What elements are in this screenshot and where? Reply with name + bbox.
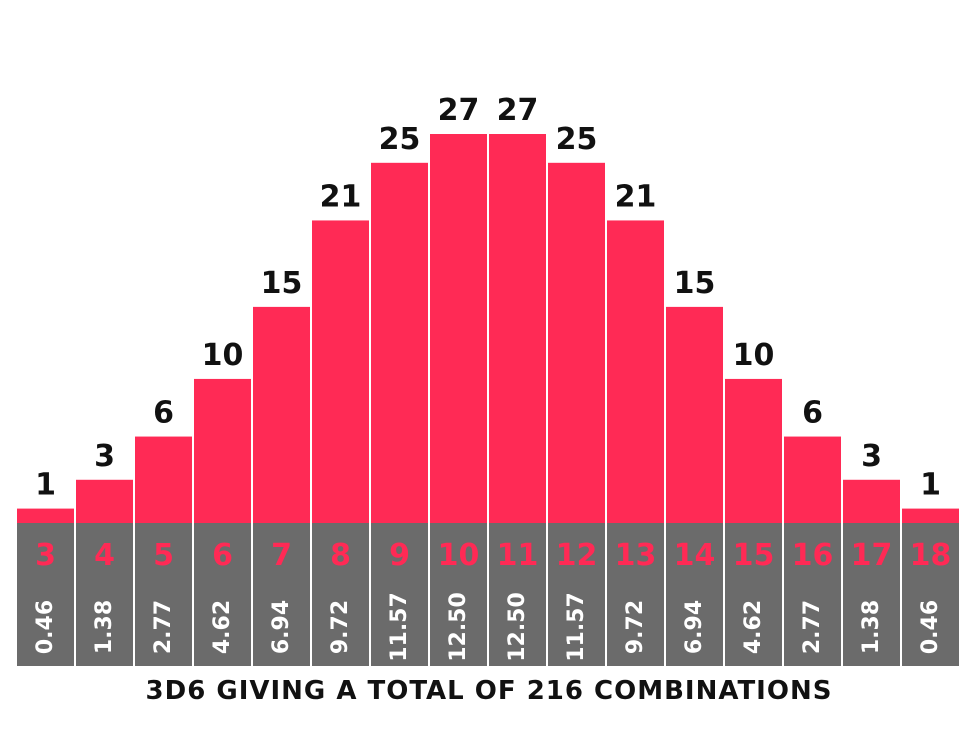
percentage-label: 12.50 (505, 592, 530, 662)
percentage-label: 6.94 (269, 600, 294, 654)
table-cell-14 (666, 523, 723, 666)
table-cell-7 (253, 523, 310, 666)
count-label: 1 (35, 468, 56, 503)
total-label: 17 (851, 538, 893, 573)
bar-6 (194, 378, 251, 523)
bar-4 (76, 479, 133, 523)
percentage-label: 9.72 (328, 600, 353, 654)
count-label: 27 (497, 93, 539, 128)
table-cell-4 (76, 523, 133, 666)
table-cell-13 (607, 523, 664, 666)
table-cell-10 (430, 523, 487, 666)
chart-area: 1 3 0.46 3 4 1.38 6 5 2.77 10 6 4.62 15 7 6.94 21 8 9.72 2… (17, 93, 959, 666)
percentage-label: 0.46 (918, 600, 943, 654)
bar-15 (725, 378, 782, 523)
bar-5 (135, 436, 192, 523)
percentage-label: 1.38 (859, 600, 884, 654)
labels-layer: 130.46341.38652.771064.621576.942189.722… (33, 93, 951, 662)
bar-7 (253, 306, 310, 523)
total-label: 7 (271, 538, 292, 573)
total-label: 3 (35, 538, 56, 573)
percentage-label: 12.50 (446, 592, 471, 662)
total-label: 18 (910, 538, 952, 573)
total-label: 12 (556, 538, 598, 573)
total-label: 4 (94, 538, 115, 573)
table-cell-3 (17, 523, 74, 666)
count-label: 6 (153, 396, 174, 431)
count-label: 3 (861, 439, 882, 474)
count-label: 3 (94, 439, 115, 474)
bar-13 (607, 220, 664, 523)
percentage-label: 9.72 (623, 600, 648, 654)
total-label: 13 (615, 538, 657, 573)
count-label: 25 (556, 122, 598, 157)
bar-11 (489, 134, 546, 523)
total-label: 16 (792, 538, 834, 573)
total-label: 11 (497, 538, 539, 573)
table-cell-5 (135, 523, 192, 666)
table-cell-17 (843, 523, 900, 666)
count-label: 21 (615, 179, 657, 214)
table-cell-8 (312, 523, 369, 666)
count-label: 21 (320, 179, 362, 214)
bar-17 (843, 479, 900, 523)
bar-14 (666, 306, 723, 523)
count-label: 10 (733, 338, 775, 373)
percentage-label: 2.77 (151, 600, 176, 654)
bar-8 (312, 220, 369, 523)
table-cell-6 (194, 523, 251, 666)
percentage-label: 4.62 (210, 600, 235, 654)
count-label: 15 (261, 266, 303, 301)
distribution-chart: 130.46341.38652.771064.621576.942189.722… (17, 93, 959, 666)
count-label: 27 (438, 93, 480, 128)
table-cell-16 (784, 523, 841, 666)
table-cell-9 (371, 523, 428, 666)
percentage-label: 11.57 (387, 592, 412, 662)
count-label: 10 (202, 338, 244, 373)
table-layer (17, 523, 959, 666)
bar-16 (784, 436, 841, 523)
bar-18 (902, 508, 959, 523)
count-label: 15 (674, 266, 716, 301)
bar-3 (17, 508, 74, 523)
total-label: 10 (438, 538, 480, 573)
total-label: 8 (330, 538, 351, 573)
total-label: 9 (389, 538, 410, 573)
percentage-label: 11.57 (564, 592, 589, 662)
percentage-label: 2.77 (800, 600, 825, 654)
bar-9 (371, 162, 428, 523)
bars-layer (17, 134, 959, 523)
total-label: 14 (674, 538, 716, 573)
bar-10 (430, 134, 487, 523)
count-label: 1 (920, 468, 941, 503)
percentage-label: 4.62 (741, 600, 766, 654)
count-label: 6 (802, 396, 823, 431)
percentage-label: 0.46 (33, 600, 58, 654)
count-label: 25 (379, 122, 421, 157)
bar-12 (548, 162, 605, 523)
total-label: 6 (212, 538, 233, 573)
percentage-label: 6.94 (682, 600, 707, 654)
chart-caption: 3D6 GIVING A TOTAL OF 216 COMBINATIONS (145, 676, 833, 706)
percentage-label: 1.38 (92, 600, 117, 654)
table-cell-11 (489, 523, 546, 666)
total-label: 15 (733, 538, 775, 573)
table-cell-12 (548, 523, 605, 666)
total-label: 5 (153, 538, 174, 573)
table-cell-15 (725, 523, 782, 666)
table-cell-18 (902, 523, 959, 666)
